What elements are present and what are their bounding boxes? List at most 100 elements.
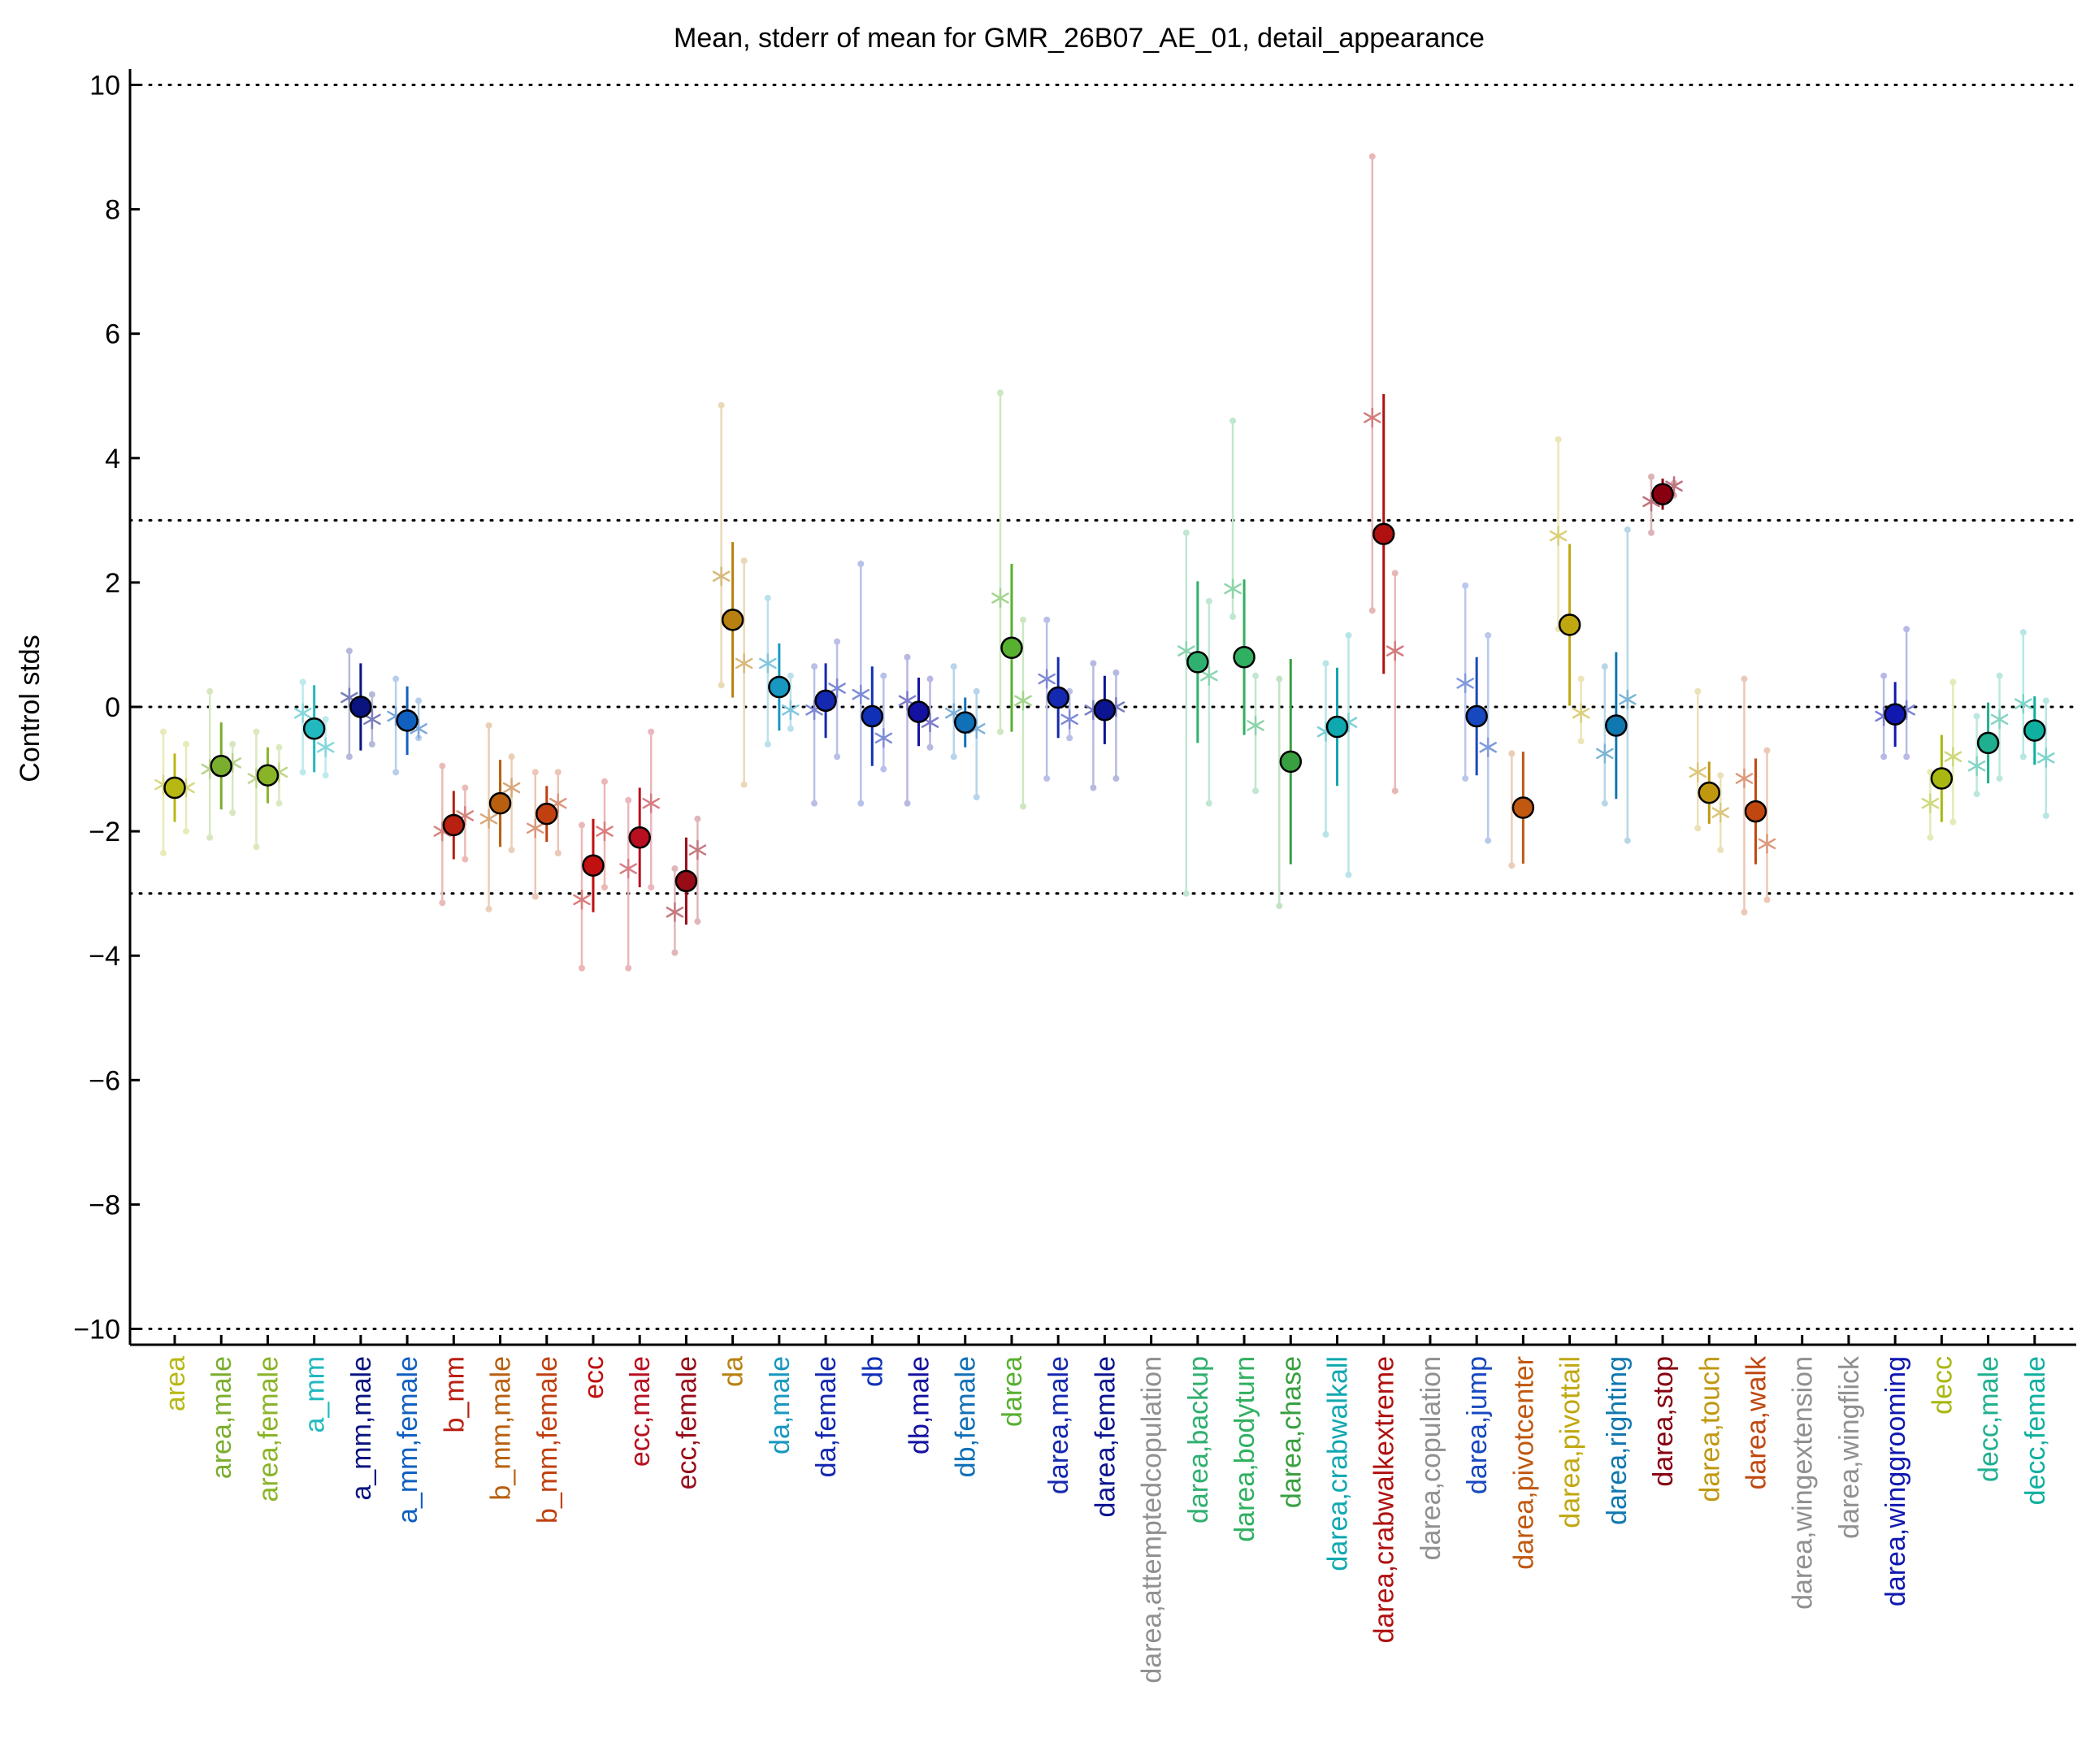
x-tick-label: darea,wingflick — [1834, 1355, 1865, 1539]
range-dot — [299, 678, 306, 686]
mean-point — [1884, 703, 1906, 726]
range-dot — [554, 769, 562, 776]
range-dot — [229, 809, 236, 817]
range-dot — [578, 821, 585, 829]
x-tick-label: darea,jump — [1462, 1356, 1493, 1494]
y-tick-label: −10 — [73, 1315, 120, 1346]
y-tick-label: −4 — [89, 941, 120, 972]
x-tick-label: darea,walk — [1741, 1355, 1772, 1489]
mean-point — [1000, 636, 1023, 660]
range-dot — [1252, 787, 1260, 795]
mean-point — [1233, 646, 1256, 669]
mean-point — [163, 776, 186, 800]
sex-mean-star — [991, 587, 1009, 609]
sex-mean-star — [2014, 693, 2032, 714]
range-dot — [1973, 713, 1980, 720]
mean-point — [814, 689, 837, 713]
range-dot — [2019, 629, 2027, 636]
sex-mean-star — [619, 858, 637, 879]
range-dot — [1648, 529, 1655, 536]
x-tick-label: ecc — [579, 1356, 609, 1399]
sex-mean-star — [1711, 802, 1730, 823]
x-tick-label: darea,winggrooming — [1880, 1356, 1911, 1606]
mean-point — [442, 813, 466, 837]
range-dot — [1717, 847, 1724, 854]
range-dot — [926, 743, 934, 751]
sex-mean-star — [596, 821, 614, 842]
range-dot — [1066, 735, 1073, 742]
y-tick-label: 0 — [105, 692, 120, 723]
sex-mean-star — [1014, 691, 1032, 711]
mean-point — [1093, 699, 1117, 722]
range-dot — [880, 765, 887, 773]
range-dot — [1368, 153, 1376, 160]
range-dot — [183, 740, 189, 748]
sex-mean-star — [688, 839, 707, 860]
range-dot — [1996, 672, 2003, 679]
range-dot — [1927, 834, 1934, 841]
mean-point — [1558, 613, 1581, 636]
sex-mean-star — [1456, 673, 1474, 694]
range-dot — [1182, 890, 1190, 897]
range-dot — [485, 722, 492, 729]
range-dot — [1880, 672, 1888, 679]
mean-point — [1651, 483, 1674, 505]
range-dot — [1624, 837, 1631, 844]
range-dot — [1112, 669, 1120, 676]
sex-mean-star — [1596, 743, 1614, 764]
x-tick-label: darea,chase — [1276, 1356, 1307, 1508]
mean-point — [1186, 651, 1209, 674]
range-dot — [1880, 753, 1888, 761]
y-tick-label: 8 — [105, 195, 120, 226]
sex-mean-star — [782, 700, 800, 721]
x-tick-label: area — [160, 1356, 191, 1411]
sex-mean-star — [1735, 768, 1754, 789]
range-dot — [950, 753, 957, 761]
mean-point — [1976, 731, 2000, 755]
sex-mean-star — [1619, 689, 1637, 710]
mean-point — [256, 764, 280, 787]
range-dot — [1601, 663, 1608, 670]
sex-mean-star — [1990, 709, 2009, 730]
range-dot — [625, 796, 632, 804]
sex-mean-star — [1038, 669, 1056, 689]
range-dot — [299, 769, 306, 776]
range-dot — [1601, 800, 1608, 807]
range-dot — [904, 800, 911, 807]
range-dot — [996, 728, 1004, 735]
range-dot — [322, 716, 329, 723]
range-dot — [485, 905, 492, 912]
range-dot — [183, 828, 189, 835]
x-tick-label: ecc,male — [625, 1356, 656, 1467]
mean-point — [2023, 719, 2046, 742]
range-dot — [253, 728, 260, 735]
range-dot — [1391, 570, 1399, 577]
range-dot — [439, 762, 446, 769]
range-dot — [1694, 825, 1702, 832]
range-dot — [2042, 697, 2049, 704]
sex-mean-star — [1758, 834, 1776, 854]
range-dot — [1624, 526, 1631, 533]
sex-mean-star — [642, 793, 660, 813]
range-dot — [926, 675, 934, 683]
x-tick-label: db,male — [904, 1356, 935, 1454]
range-dot — [2019, 753, 2027, 761]
range-dot — [1252, 672, 1260, 679]
range-dot — [1763, 747, 1771, 754]
mean-point — [1698, 781, 1721, 804]
mean-point — [1930, 767, 1954, 790]
range-dot — [253, 843, 260, 851]
mean-point — [536, 802, 558, 826]
range-dot — [1462, 775, 1469, 782]
range-dot — [275, 800, 283, 807]
x-tick-label: darea,stop — [1648, 1356, 1679, 1487]
range-dot — [694, 918, 701, 925]
x-tick-labels: area area,male area,female a_mm a_mm,male a_m… — [160, 1335, 2051, 1684]
mean-point — [302, 717, 326, 740]
sex-mean-star — [852, 684, 870, 704]
range-dot — [1763, 896, 1771, 904]
range-dot — [950, 663, 957, 670]
y-tick-label: −8 — [89, 1190, 120, 1220]
range-dot — [508, 847, 515, 854]
